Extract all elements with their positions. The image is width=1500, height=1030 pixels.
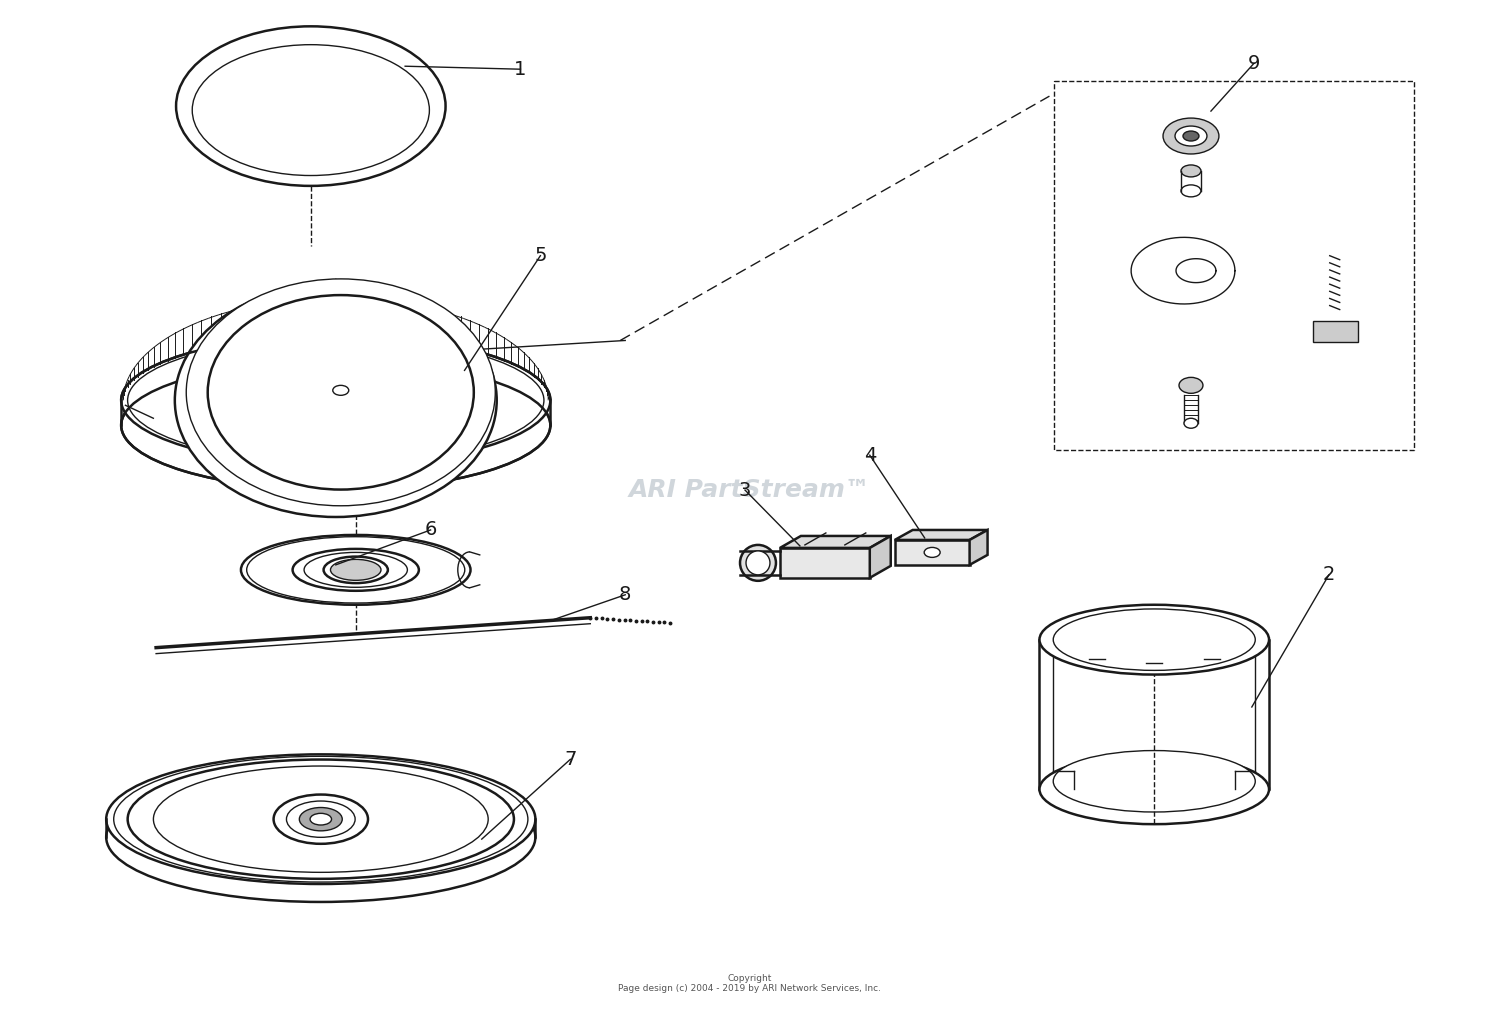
Text: 4: 4 (864, 446, 876, 465)
Text: 7: 7 (564, 750, 576, 768)
Text: Copyright
Page design (c) 2004 - 2019 by ARI Network Services, Inc.: Copyright Page design (c) 2004 - 2019 by… (618, 974, 882, 993)
Bar (780, 548, 870, 578)
Ellipse shape (122, 360, 550, 490)
Ellipse shape (217, 316, 454, 484)
Bar (894, 540, 969, 564)
Ellipse shape (207, 295, 474, 489)
Ellipse shape (128, 338, 544, 464)
Ellipse shape (1053, 751, 1256, 812)
Ellipse shape (324, 556, 388, 583)
Ellipse shape (192, 44, 429, 175)
Ellipse shape (1040, 754, 1269, 824)
Ellipse shape (330, 559, 381, 580)
Polygon shape (1176, 259, 1216, 282)
Text: 5: 5 (534, 246, 546, 265)
Text: 9: 9 (1248, 54, 1260, 73)
Ellipse shape (1053, 609, 1256, 671)
Text: 6: 6 (424, 520, 436, 540)
Polygon shape (894, 530, 987, 540)
Text: 3: 3 (740, 481, 752, 500)
Ellipse shape (176, 283, 497, 517)
Ellipse shape (196, 300, 476, 501)
Polygon shape (780, 536, 891, 548)
Text: ARI PartStream™: ARI PartStream™ (628, 478, 872, 502)
Polygon shape (870, 536, 891, 578)
Ellipse shape (1179, 377, 1203, 393)
Ellipse shape (1184, 131, 1198, 141)
Ellipse shape (1184, 418, 1198, 428)
Ellipse shape (106, 772, 535, 902)
Ellipse shape (310, 814, 332, 825)
Ellipse shape (176, 27, 446, 185)
Ellipse shape (1040, 605, 1269, 675)
Ellipse shape (242, 535, 471, 605)
Ellipse shape (1162, 118, 1220, 153)
Text: 8: 8 (620, 585, 632, 605)
Ellipse shape (924, 547, 940, 557)
Ellipse shape (304, 552, 408, 587)
Ellipse shape (286, 801, 356, 837)
Ellipse shape (106, 754, 535, 884)
Bar (1312, 320, 1358, 342)
Ellipse shape (246, 537, 465, 603)
Ellipse shape (186, 279, 495, 506)
Bar (1054, 81, 1414, 450)
Ellipse shape (114, 756, 528, 882)
Ellipse shape (300, 808, 342, 831)
Polygon shape (969, 530, 987, 564)
Ellipse shape (1180, 165, 1202, 177)
Bar (306, 812, 336, 827)
Ellipse shape (333, 385, 348, 396)
Ellipse shape (1180, 185, 1202, 197)
Ellipse shape (1174, 126, 1208, 146)
Ellipse shape (122, 336, 550, 466)
Text: 1: 1 (514, 60, 526, 78)
Ellipse shape (292, 549, 418, 591)
Ellipse shape (740, 545, 776, 581)
Ellipse shape (128, 759, 514, 879)
Ellipse shape (746, 551, 770, 575)
Ellipse shape (273, 794, 368, 844)
Ellipse shape (153, 766, 488, 872)
Text: 2: 2 (1323, 565, 1335, 584)
